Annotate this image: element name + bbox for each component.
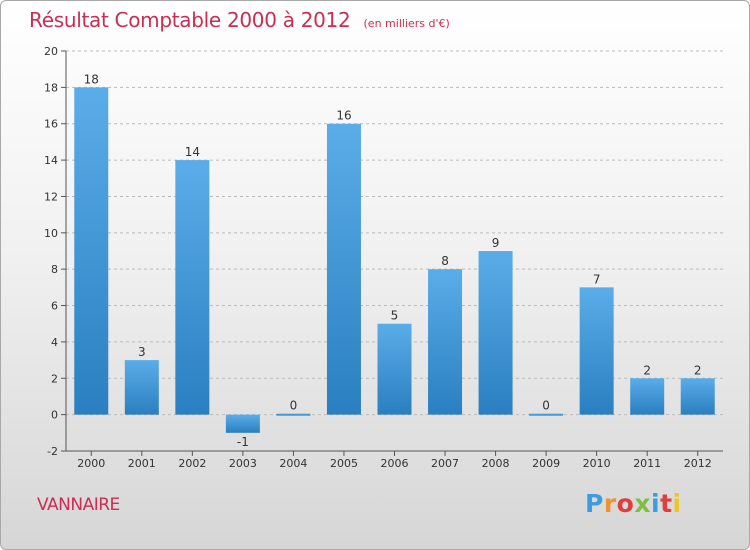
data-label: 16 — [336, 109, 351, 123]
bar-2010 — [579, 287, 614, 415]
y-tick-label: 20 — [44, 45, 58, 58]
y-tick-label: 4 — [51, 336, 58, 349]
bar-2006 — [377, 323, 412, 415]
logo-letter: o — [616, 489, 635, 518]
bar-2008 — [478, 251, 513, 415]
y-tick-label: 2 — [51, 372, 58, 385]
logo-letter: t — [660, 489, 673, 518]
y-tick-label: 10 — [44, 227, 58, 240]
x-tick-label: 2001 — [128, 457, 156, 470]
x-tick-label: 2008 — [482, 457, 510, 470]
data-label: 5 — [391, 309, 399, 323]
x-tick-label: 2004 — [279, 457, 307, 470]
data-label: 3 — [138, 345, 146, 359]
data-label: -1 — [237, 435, 249, 449]
x-tick-label: 2005 — [330, 457, 358, 470]
title-block: Résultat Comptable 2000 à 2012 (en milli… — [29, 8, 450, 32]
proxiti-logo: Proxiti — [585, 489, 682, 518]
bar-2007 — [428, 269, 463, 415]
bar-2009 — [529, 413, 564, 416]
x-tick-label: 2006 — [381, 457, 409, 470]
bar-2004 — [276, 413, 311, 416]
y-tick-label: 0 — [51, 409, 58, 422]
y-tick-label: -2 — [47, 445, 58, 458]
chart-subtitle: (en milliers d'€) — [363, 17, 450, 30]
chart-title: Résultat Comptable 2000 à 2012 — [29, 8, 351, 32]
data-label: 0 — [542, 399, 550, 413]
x-tick-label: 2012 — [684, 457, 712, 470]
x-tick-label: 2009 — [532, 457, 560, 470]
y-tick-label: 18 — [44, 81, 58, 94]
y-tick-label: 8 — [51, 263, 58, 276]
bar-2003 — [225, 414, 260, 433]
logo-letter: r — [603, 489, 617, 518]
data-label: 7 — [593, 272, 601, 286]
data-label: 8 — [441, 254, 449, 268]
bar-2002 — [175, 160, 210, 415]
x-tick-label: 2007 — [431, 457, 459, 470]
x-tick-label: 2010 — [583, 457, 611, 470]
x-tick-label: 2011 — [633, 457, 661, 470]
bar-2011 — [630, 378, 665, 415]
x-tick-label: 2002 — [178, 457, 206, 470]
logo-letter: i — [672, 489, 682, 518]
bar-2005 — [326, 123, 361, 415]
bar-2012 — [680, 378, 715, 415]
data-label: 0 — [290, 399, 298, 413]
logo-letter: P — [585, 489, 604, 518]
commune-name: VANNAIRE — [37, 495, 120, 515]
data-label: 14 — [185, 145, 200, 159]
logo-letter: i — [651, 489, 661, 518]
data-label: 18 — [84, 72, 99, 86]
data-label: 2 — [694, 363, 702, 377]
bar-2000 — [74, 87, 109, 415]
logo-letter: x — [634, 489, 651, 518]
data-label: 9 — [492, 236, 500, 250]
data-label: 2 — [643, 363, 651, 377]
y-tick-label: 12 — [44, 190, 58, 203]
x-tick-label: 2003 — [229, 457, 257, 470]
x-tick-label: 2000 — [77, 457, 105, 470]
y-tick-label: 6 — [51, 300, 58, 313]
y-tick-label: 16 — [44, 118, 58, 131]
bar-2001 — [124, 360, 159, 415]
y-tick-label: 14 — [44, 154, 58, 167]
